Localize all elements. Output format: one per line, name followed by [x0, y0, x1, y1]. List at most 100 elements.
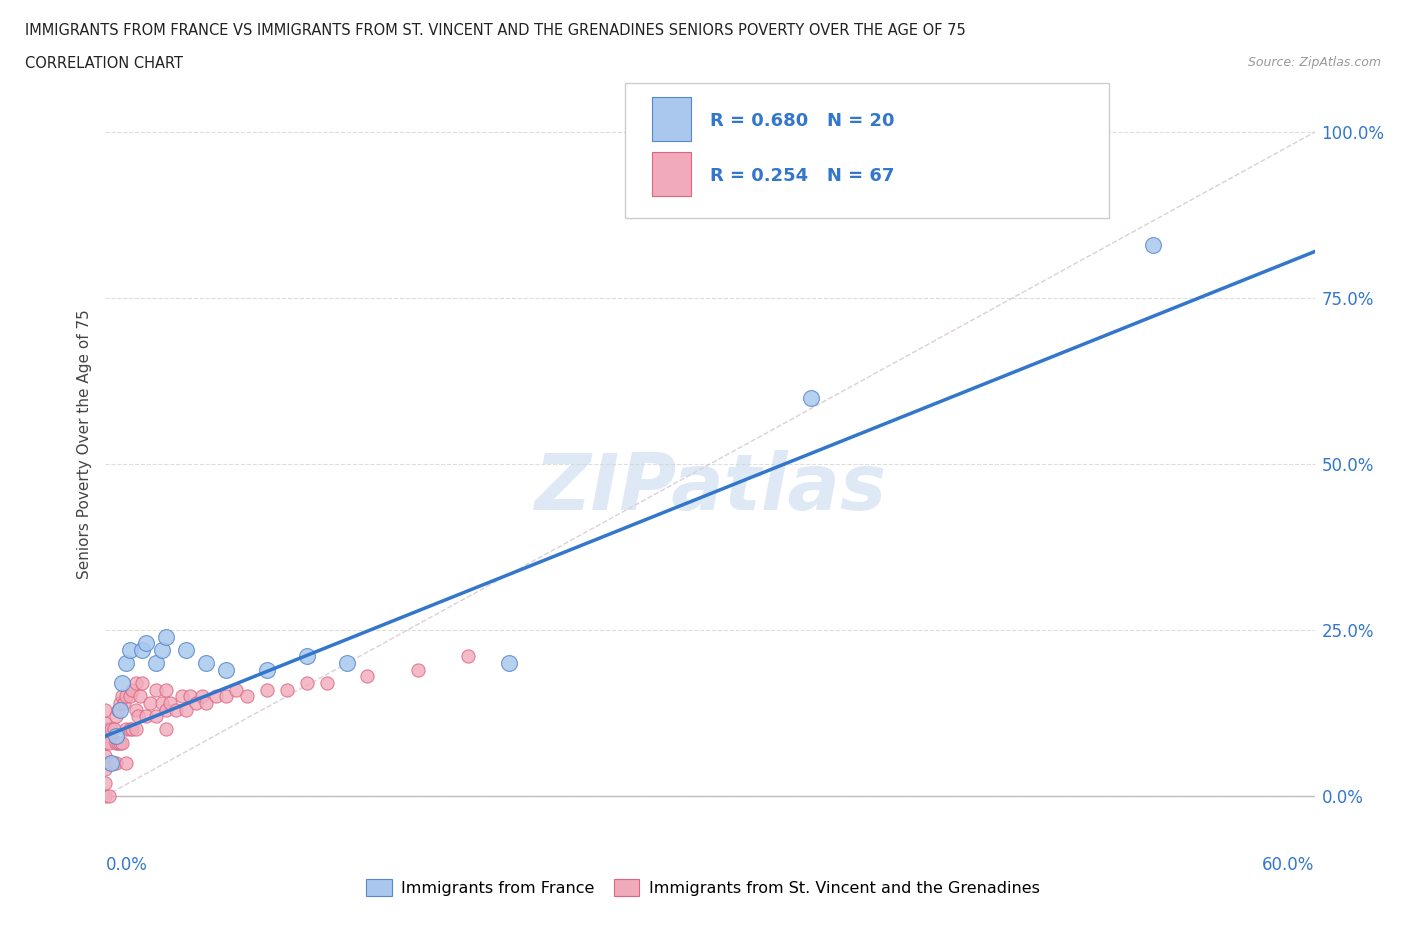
Point: [124, 675, 148, 690]
Point: [225, 683, 247, 698]
Point: [276, 683, 298, 698]
Point: [104, 729, 127, 744]
Point: [94, 715, 117, 730]
Point: [1142, 237, 1164, 252]
Text: R = 0.680   N = 20: R = 0.680 N = 20: [710, 112, 894, 129]
Point: [94, 729, 117, 744]
Point: [118, 689, 141, 704]
Point: [128, 689, 150, 704]
Point: [114, 722, 136, 737]
FancyBboxPatch shape: [626, 83, 1109, 218]
Point: [336, 656, 359, 671]
Point: [98, 789, 121, 804]
Point: [406, 662, 429, 677]
Point: [94, 749, 117, 764]
Text: 0.0%: 0.0%: [105, 856, 148, 874]
Point: [457, 649, 479, 664]
Point: [104, 709, 127, 724]
Point: [165, 702, 187, 717]
Point: [94, 736, 117, 751]
Point: [195, 656, 218, 671]
Point: [94, 789, 117, 804]
Text: 60.0%: 60.0%: [1263, 856, 1315, 874]
Point: [356, 669, 378, 684]
Point: [108, 696, 131, 711]
Point: [100, 755, 122, 770]
Point: [215, 662, 238, 677]
Point: [174, 702, 197, 717]
Text: IMMIGRANTS FROM FRANCE VS IMMIGRANTS FROM ST. VINCENT AND THE GRENADINES SENIORS: IMMIGRANTS FROM FRANCE VS IMMIGRANTS FRO…: [25, 23, 966, 38]
Point: [316, 675, 339, 690]
Point: [235, 689, 257, 704]
Point: [121, 722, 143, 737]
Text: ZIPatlas: ZIPatlas: [534, 450, 886, 525]
Point: [103, 722, 125, 737]
Point: [215, 689, 238, 704]
Point: [179, 689, 201, 704]
Point: [139, 696, 162, 711]
Legend: Immigrants from France, Immigrants from St. Vincent and the Grenadines: Immigrants from France, Immigrants from …: [366, 880, 1040, 896]
Point: [107, 702, 129, 717]
Point: [800, 391, 823, 405]
Point: [256, 662, 278, 677]
Text: Source: ZipAtlas.com: Source: ZipAtlas.com: [1247, 56, 1381, 69]
Point: [107, 736, 129, 751]
Point: [174, 643, 197, 658]
Point: [98, 736, 121, 751]
FancyBboxPatch shape: [652, 153, 690, 196]
Point: [150, 696, 173, 711]
Point: [155, 722, 177, 737]
Point: [145, 683, 167, 698]
Point: [191, 689, 214, 704]
Y-axis label: Seniors Poverty Over the Age of 75: Seniors Poverty Over the Age of 75: [76, 309, 91, 579]
Point: [100, 722, 122, 737]
Point: [155, 683, 177, 698]
Point: [104, 736, 127, 751]
Point: [124, 722, 148, 737]
Point: [498, 656, 520, 671]
Point: [114, 656, 136, 671]
FancyBboxPatch shape: [652, 98, 690, 141]
Point: [155, 702, 177, 717]
Point: [110, 675, 132, 690]
Point: [124, 702, 148, 717]
Text: R = 0.254   N = 67: R = 0.254 N = 67: [710, 167, 894, 185]
Point: [108, 736, 131, 751]
Point: [114, 689, 136, 704]
Point: [195, 696, 218, 711]
Point: [150, 643, 173, 658]
Point: [94, 702, 117, 717]
Point: [104, 755, 127, 770]
Point: [94, 762, 117, 777]
Point: [118, 722, 141, 737]
Point: [118, 643, 141, 658]
Point: [94, 775, 117, 790]
Point: [135, 709, 157, 724]
Point: [135, 636, 157, 651]
Point: [103, 755, 125, 770]
Point: [121, 683, 143, 698]
Point: [186, 696, 208, 711]
Point: [205, 689, 228, 704]
Point: [170, 689, 193, 704]
Point: [145, 656, 167, 671]
Point: [155, 629, 177, 644]
Point: [131, 675, 153, 690]
Point: [114, 755, 136, 770]
Point: [110, 736, 132, 751]
Point: [295, 675, 318, 690]
Point: [256, 683, 278, 698]
Point: [112, 696, 135, 711]
Point: [94, 722, 117, 737]
Point: [100, 755, 122, 770]
Point: [127, 709, 149, 724]
Point: [295, 649, 318, 664]
Text: CORRELATION CHART: CORRELATION CHART: [25, 56, 183, 71]
Point: [131, 643, 153, 658]
Point: [110, 689, 132, 704]
Point: [159, 696, 181, 711]
Point: [145, 709, 167, 724]
Point: [94, 722, 117, 737]
Point: [108, 702, 131, 717]
Point: [98, 755, 121, 770]
